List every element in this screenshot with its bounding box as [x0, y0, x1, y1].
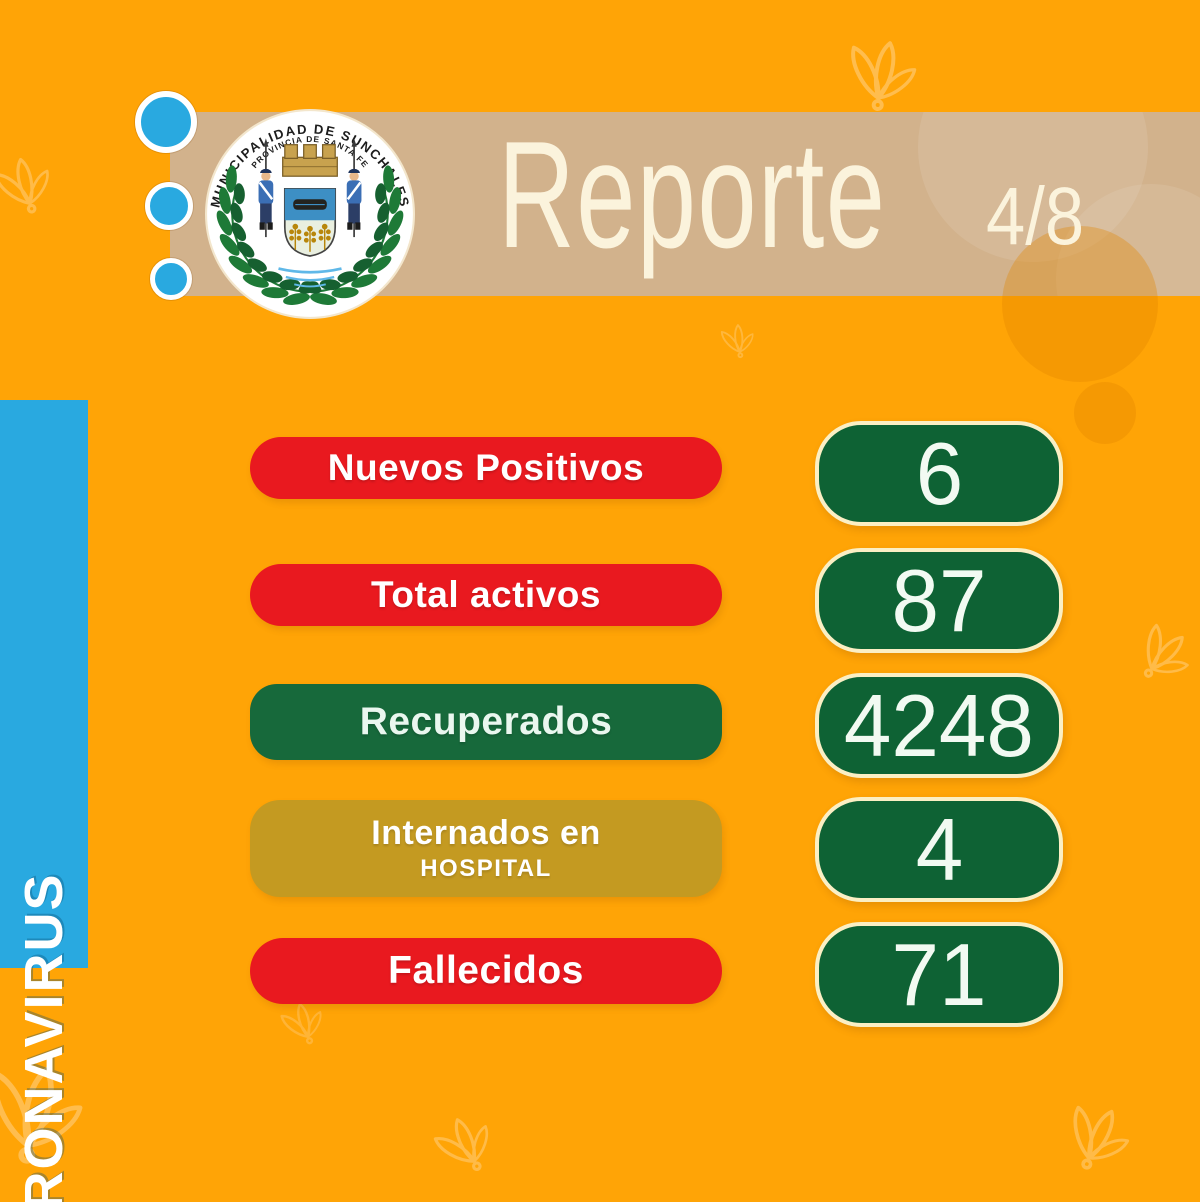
leaf-decoration-icon — [720, 324, 754, 359]
stat-value: 4 — [915, 799, 963, 899]
shield-icon — [283, 187, 337, 257]
mural-crown-icon — [282, 144, 338, 177]
stat-label-pill: Nuevos Positivos — [250, 437, 722, 499]
stat-value: 4248 — [844, 675, 1034, 775]
leaf-decoration-icon — [1073, 1105, 1130, 1170]
blue-dot-decoration — [145, 182, 193, 230]
stat-label: Nuevos Positivos — [327, 447, 645, 488]
leaf-decoration-icon — [0, 1066, 83, 1164]
stat-value: 6 — [915, 423, 963, 523]
stat-label: Fallecidos — [388, 949, 584, 992]
dark-circle-decoration — [1074, 382, 1136, 444]
laurel-wreath-icon — [216, 165, 404, 305]
coronavirus-banner: CORONAVIRUS — [0, 400, 88, 1202]
stat-label: Recuperados — [359, 700, 613, 743]
stat-value-pill: 4248 — [815, 673, 1063, 778]
blue-dot-decoration — [135, 91, 197, 153]
stat-value-pill: 71 — [815, 922, 1063, 1027]
stat-value: 71 — [891, 924, 987, 1024]
leaf-decoration-icon — [280, 1002, 322, 1045]
page-title: Reporte — [498, 110, 887, 280]
soldier-icon — [258, 138, 274, 238]
leaf-decoration-icon — [433, 1118, 489, 1172]
stat-label-pill: Recuperados — [250, 684, 722, 760]
leaf-decoration-icon — [1143, 623, 1189, 678]
stat-label-pill: Fallecidos — [250, 938, 722, 1004]
stat-value-pill: 6 — [815, 421, 1063, 526]
municipal-emblem-icon: MUNICIPALIDAD DE SUNCHALES PROVINCIA DE … — [205, 109, 415, 319]
coronavirus-banner-label: CORONAVIRUS — [14, 872, 74, 1202]
leaf-decoration-icon — [851, 41, 917, 111]
stat-label: Total activos — [371, 574, 601, 615]
leaf-decoration-icon — [0, 157, 49, 214]
water-waves-icon — [278, 267, 342, 288]
stat-value-pill: 4 — [815, 797, 1063, 902]
stat-value-pill: 87 — [815, 548, 1063, 653]
stat-value: 87 — [891, 550, 987, 650]
stat-label-pill: Total activos — [250, 564, 722, 626]
stat-sublabel: HOSPITAL — [420, 855, 552, 882]
stat-label: Internados en — [371, 814, 601, 852]
soldier-icon — [346, 138, 362, 238]
blue-dot-decoration — [150, 258, 192, 300]
report-edition: 4/8 — [986, 171, 1085, 262]
dark-circle-decoration — [1002, 226, 1158, 382]
stat-label-pill: Internados en HOSPITAL — [250, 800, 722, 897]
